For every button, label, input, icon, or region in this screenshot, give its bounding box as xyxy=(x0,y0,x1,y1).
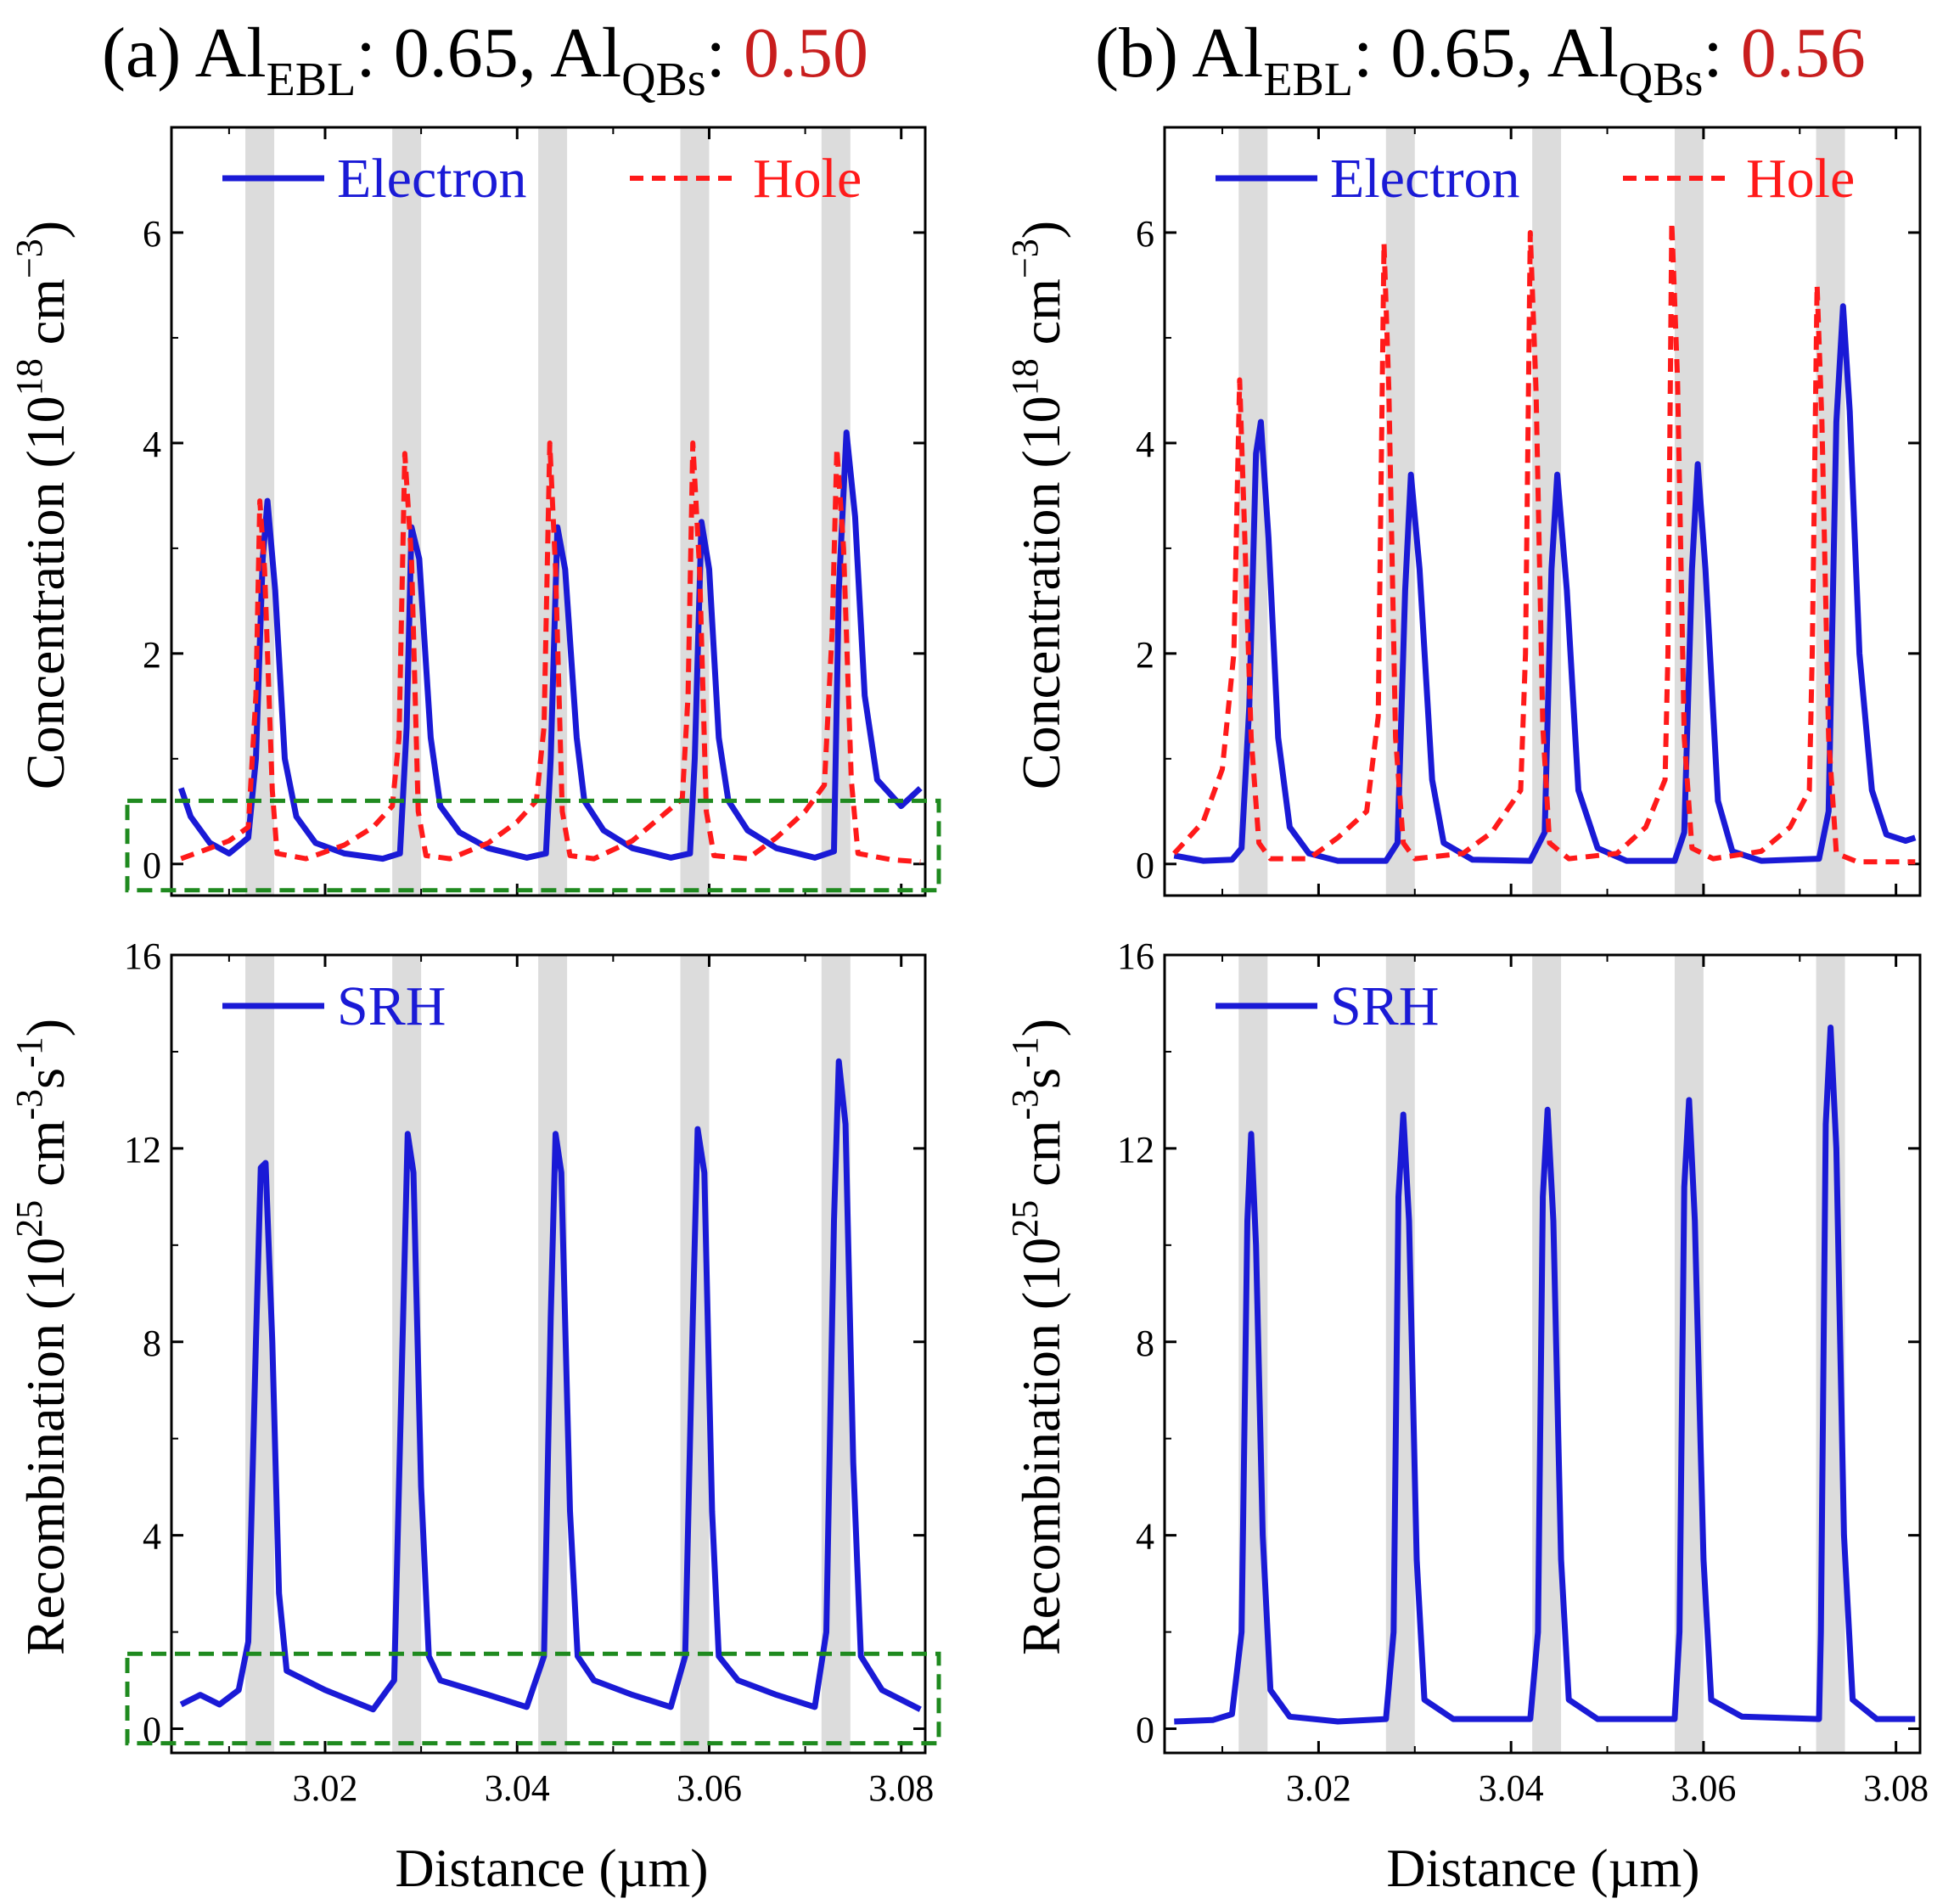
legend-srh-label: SRH xyxy=(337,975,446,1037)
xtick-label: 3.08 xyxy=(868,1767,934,1809)
ytick-label: 0 xyxy=(1136,1710,1154,1751)
panel-b-concentration: 0 2 4 6 Electron Hole xyxy=(1136,126,1922,897)
xtick-label: 3.02 xyxy=(1286,1767,1351,1809)
ytick-label: 2 xyxy=(143,634,161,676)
legend-hole-label: Hole xyxy=(1746,148,1855,210)
series-srh-line xyxy=(1174,1025,1916,1725)
ytick-label: 12 xyxy=(124,1129,161,1171)
panel-b-xlabel: Distance (µm) xyxy=(1386,1838,1699,1898)
ytick-label: 0 xyxy=(143,1710,161,1751)
ytick-label: 6 xyxy=(143,213,161,255)
xtick-label: 3.04 xyxy=(485,1767,550,1809)
xtick-label: 3.02 xyxy=(292,1767,357,1809)
well-band-3 xyxy=(538,127,568,896)
ytick-label: 12 xyxy=(1117,1129,1154,1171)
panel-a-title: (a) AlEBL: 0.65, AlQBs: 0.50 xyxy=(102,14,868,106)
ytick-label: 8 xyxy=(143,1323,161,1364)
plot-frame xyxy=(170,126,927,897)
plot-frame xyxy=(1163,953,1922,1755)
panel-a-xlabel: Distance (µm) xyxy=(395,1838,708,1898)
ytick-label: 2 xyxy=(1136,634,1154,676)
ytick-label: 4 xyxy=(143,1516,161,1558)
legend-hole-label: Hole xyxy=(753,148,862,210)
series-electron-line xyxy=(1173,303,1917,864)
panel-a-title-value: 0.50 xyxy=(744,14,868,93)
ytick-label: 4 xyxy=(1136,1516,1154,1558)
xtick-label: 3.08 xyxy=(1863,1767,1929,1809)
xtick-label: 3.06 xyxy=(677,1767,742,1809)
highlight-box xyxy=(125,1651,941,1746)
plot-frame xyxy=(1163,126,1922,897)
series-hole-line xyxy=(180,440,921,865)
panel-b-title-value: 0.56 xyxy=(1741,14,1866,93)
panel-a-recombination: 0 4 8 12 16 3.02 3.04 3.06 3.08 SRH xyxy=(124,935,941,1809)
panel-a-top-ylabel: Concentration (1018 cm−3) xyxy=(8,221,76,789)
plot-frame xyxy=(170,953,927,1755)
series-hole-line xyxy=(1172,219,1916,865)
xtick-label: 3.06 xyxy=(1670,1767,1736,1809)
xtick-label: 3.04 xyxy=(1479,1767,1544,1809)
ytick-label: 16 xyxy=(1117,935,1154,977)
panel-b-recombination: 0 4 8 12 16 3.02 3.04 3.06 3.08 SRH xyxy=(1117,935,1929,1809)
series-electron-line xyxy=(177,430,923,862)
panel-b-top-ylabel: Concentration (1018 cm−3) xyxy=(1004,221,1071,789)
ytick-label: 6 xyxy=(1136,213,1154,255)
ytick-label: 16 xyxy=(124,935,161,977)
legend-electron-label: Electron xyxy=(1330,148,1520,210)
legend-electron-label: Electron xyxy=(337,148,527,210)
ytick-label: 0 xyxy=(143,845,161,886)
ytick-label: 4 xyxy=(1136,424,1154,465)
legend-srh-label: SRH xyxy=(1330,975,1439,1037)
series-srh-line xyxy=(179,1058,922,1713)
ytick-label: 4 xyxy=(143,424,161,465)
panel-b-bottom-ylabel: Recombination (1025 cm-3s-1) xyxy=(1004,1019,1071,1655)
panel-b-title: (b) AlEBL: 0.65, AlQBs: 0.56 xyxy=(1095,14,1866,106)
ytick-label: 8 xyxy=(1136,1323,1154,1364)
ytick-label: 0 xyxy=(1136,845,1154,886)
highlight-box xyxy=(125,798,941,893)
panel-a-bottom-ylabel: Recombination (1025 cm-3s-1) xyxy=(8,1019,76,1655)
panel-a-concentration: 0 2 4 6 Electron Hole xyxy=(125,126,941,897)
